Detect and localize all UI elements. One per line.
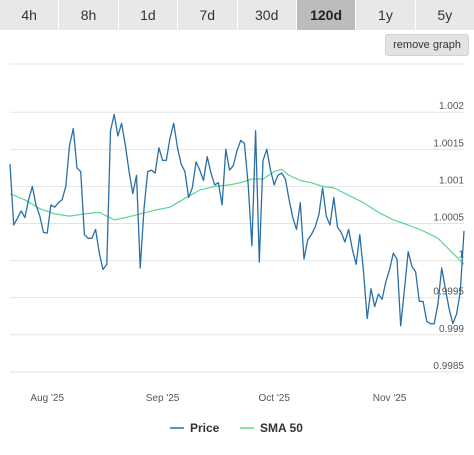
legend: Price SMA 50 — [170, 421, 303, 435]
y-axis-labels: 0.9985 0.999 0.9995 1 1.0005 1.001 1.0015 1.002 — [433, 101, 464, 372]
y-tick-label: 1.002 — [439, 101, 464, 112]
y-tick-label: 1.0015 — [433, 138, 464, 149]
y-tick-label: 0.999 — [439, 324, 464, 335]
y-tick-label: 1.0005 — [433, 213, 464, 224]
x-tick-label: Aug '25 — [30, 393, 64, 404]
tab-8h[interactable]: 8h — [59, 0, 119, 30]
tab-30d[interactable]: 30d — [237, 0, 297, 30]
y-tick-label: 1.001 — [439, 175, 464, 186]
price-series — [9, 113, 465, 327]
legend-sma-label: SMA 50 — [260, 421, 303, 435]
y-tick-label: 1 — [458, 250, 464, 261]
x-tick-label: Nov '25 — [373, 393, 407, 404]
remove-graph-button[interactable]: remove graph — [385, 34, 469, 56]
y-tick-label: 0.9985 — [433, 361, 464, 372]
legend-price-label: Price — [190, 421, 220, 435]
y-tick-label: 0.9995 — [433, 287, 464, 298]
tab-4h[interactable]: 4h — [0, 0, 60, 30]
time-range-tabs: 4h 8h 1d 7d 30d 120d 1y 5y — [0, 0, 474, 30]
tab-7d[interactable]: 7d — [178, 0, 238, 30]
price-line — [9, 113, 465, 327]
tab-5y[interactable]: 5y — [415, 0, 474, 30]
x-axis-labels: Aug '25 Sep '25 Oct '25 Nov '25 — [30, 393, 406, 404]
x-tick-label: Sep '25 — [146, 393, 180, 404]
tab-1y[interactable]: 1y — [356, 0, 416, 30]
tab-1d[interactable]: 1d — [118, 0, 179, 30]
sma-line — [9, 168, 465, 265]
grid-lines — [10, 63, 464, 373]
x-tick-label: Oct '25 — [259, 393, 291, 404]
tab-120d[interactable]: 120d — [296, 0, 357, 30]
sma-series — [9, 168, 465, 265]
